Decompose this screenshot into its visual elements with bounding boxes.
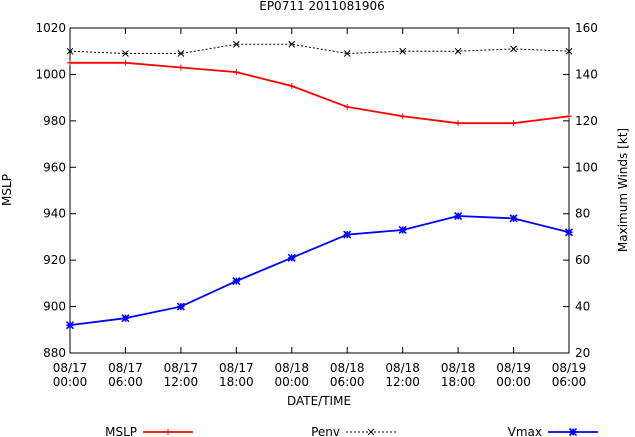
y-tick-label: 960 bbox=[43, 160, 66, 174]
series-line-mslp bbox=[70, 61, 570, 125]
data-point-penv bbox=[343, 50, 351, 57]
data-point-penv bbox=[510, 45, 517, 53]
data-point-mslp bbox=[122, 59, 129, 66]
y2-tick-label: 80 bbox=[575, 207, 590, 221]
y-tick-label: 980 bbox=[43, 114, 66, 128]
data-point-mslp bbox=[233, 69, 240, 76]
y2-tick-label: 40 bbox=[575, 300, 590, 314]
data-point-vmax bbox=[65, 321, 75, 330]
x-tick-label-time: 06:00 bbox=[552, 375, 587, 389]
left-axis: 880 900 920 940 960 980 1000 1020 bbox=[35, 21, 76, 360]
data-point-vmax bbox=[176, 302, 185, 311]
x-tick-label-time: 18:00 bbox=[219, 375, 254, 389]
data-point-mslp bbox=[399, 113, 406, 120]
y-axis-label: MSLP bbox=[0, 174, 14, 206]
data-point-penv bbox=[565, 47, 573, 55]
x-tick-label-time: 12:00 bbox=[164, 375, 199, 389]
y-tick-label: 1000 bbox=[35, 67, 66, 81]
legend-marker-mslp bbox=[165, 429, 171, 435]
legend-marker-vmax bbox=[568, 427, 578, 437]
x-tick-label-time: 06:00 bbox=[330, 375, 365, 389]
series-line-vmax bbox=[69, 215, 570, 327]
y2-axis-label: Maximum Winds [kt] bbox=[616, 128, 630, 252]
y-tick-label: 920 bbox=[43, 253, 66, 267]
data-point-mslp bbox=[510, 120, 517, 127]
x-tick-label-date: 08/18 bbox=[441, 361, 476, 375]
y2-tick-label: 100 bbox=[575, 160, 598, 174]
legend: MSLP Penv Vmax bbox=[105, 425, 598, 437]
x-axis: 08/1700:0008/1706:0008/1712:0008/1718:00… bbox=[53, 28, 587, 389]
data-point-penv bbox=[232, 40, 240, 48]
data-point-vmax bbox=[121, 314, 130, 323]
series-layer bbox=[65, 40, 574, 330]
y-tick-label: 940 bbox=[43, 207, 66, 221]
x-tick-label-date: 08/18 bbox=[330, 361, 365, 375]
x-tick-label-date: 08/18 bbox=[385, 361, 420, 375]
data-point-mslp bbox=[177, 64, 184, 71]
right-axis: 20 40 60 80 100 120 140 160 bbox=[563, 21, 598, 360]
data-point-vmax bbox=[509, 214, 518, 223]
legend-label-vmax: Vmax bbox=[508, 425, 542, 437]
data-point-mslp bbox=[566, 113, 572, 120]
data-point-vmax bbox=[564, 228, 574, 237]
series-line-penv bbox=[69, 43, 570, 55]
y-tick-label: 900 bbox=[43, 300, 66, 314]
data-point-vmax bbox=[343, 230, 352, 239]
data-point-penv bbox=[454, 47, 462, 55]
data-point-mslp bbox=[455, 120, 462, 127]
x-tick-label-time: 12:00 bbox=[385, 375, 420, 389]
x-tick-label-date: 08/17 bbox=[164, 361, 199, 375]
data-point-penv bbox=[288, 40, 296, 48]
data-point-vmax bbox=[398, 225, 407, 235]
legend-label-mslp: MSLP bbox=[105, 425, 137, 437]
y2-tick-label: 60 bbox=[575, 253, 590, 267]
data-point-mslp bbox=[344, 103, 351, 110]
x-tick-label-date: 08/17 bbox=[219, 361, 254, 375]
data-point-penv bbox=[66, 47, 74, 55]
chart-title: EP0711 2011081906 bbox=[259, 0, 385, 13]
legend-label-penv: Penv bbox=[311, 425, 340, 437]
x-tick-label-date: 08/19 bbox=[496, 361, 531, 375]
data-point-vmax bbox=[287, 253, 296, 262]
x-tick-label-date: 08/17 bbox=[53, 361, 88, 375]
data-point-mslp bbox=[288, 83, 295, 90]
data-point-vmax bbox=[454, 211, 463, 221]
x-tick-label-time: 00:00 bbox=[53, 375, 88, 389]
y2-tick-label: 120 bbox=[575, 114, 598, 128]
x-tick-label-date: 08/19 bbox=[552, 361, 587, 375]
y2-tick-label: 20 bbox=[575, 346, 590, 360]
x-axis-label: DATE/TIME bbox=[287, 394, 351, 408]
data-point-vmax bbox=[232, 276, 241, 286]
y2-tick-label: 160 bbox=[575, 21, 598, 35]
x-tick-label-time: 00:00 bbox=[274, 375, 309, 389]
x-tick-label-date: 08/18 bbox=[274, 361, 309, 375]
y2-tick-label: 140 bbox=[575, 67, 598, 81]
legend-marker-penv bbox=[367, 428, 375, 436]
y-tick-label: 880 bbox=[43, 346, 66, 360]
x-tick-label-date: 08/17 bbox=[108, 361, 143, 375]
x-tick-label-time: 06:00 bbox=[108, 375, 143, 389]
x-tick-label-time: 18:00 bbox=[441, 375, 476, 389]
plot-frame bbox=[69, 27, 570, 354]
x-tick-label-time: 00:00 bbox=[496, 375, 531, 389]
y-tick-label: 1020 bbox=[35, 21, 66, 35]
data-point-mslp bbox=[67, 59, 73, 66]
data-point-penv bbox=[177, 50, 185, 57]
data-point-penv bbox=[399, 47, 407, 55]
data-point-penv bbox=[122, 50, 129, 57]
